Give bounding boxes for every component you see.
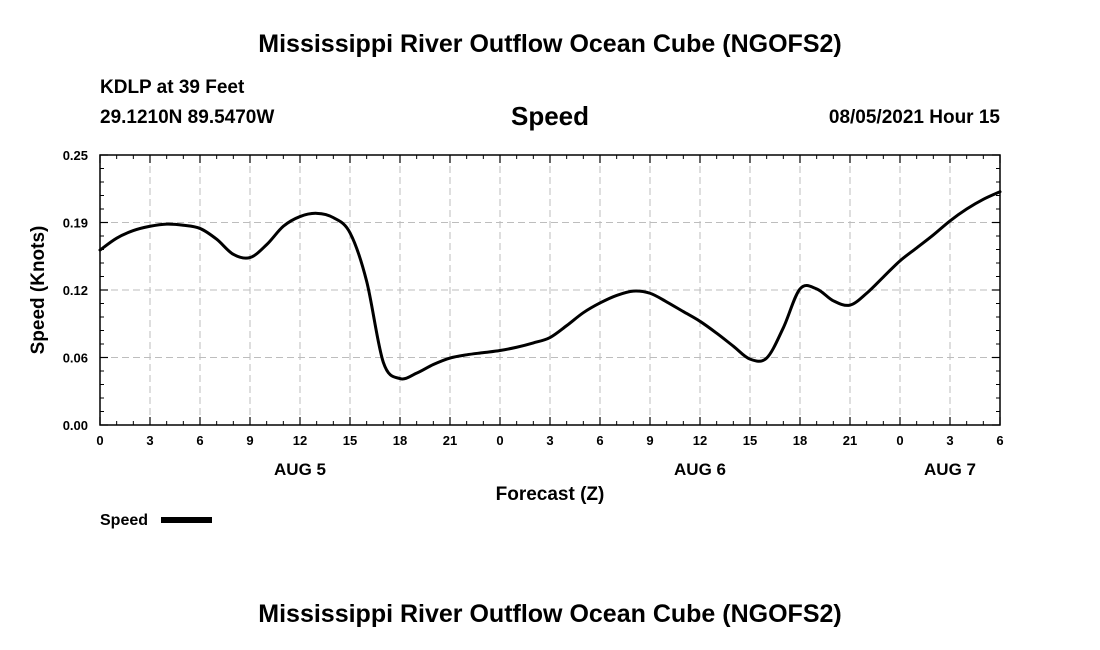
y-tick-label: 0.25 bbox=[63, 148, 88, 163]
legend: Speed bbox=[100, 512, 212, 529]
x-tick-label: 3 bbox=[146, 433, 153, 448]
coordinates-label: 29.1210N 89.5470W bbox=[100, 107, 275, 128]
x-tick-label: 21 bbox=[843, 433, 857, 448]
x-tick-label: 0 bbox=[96, 433, 103, 448]
x-tick-label: 9 bbox=[646, 433, 653, 448]
x-tick-label: 6 bbox=[596, 433, 603, 448]
x-tick-label: 3 bbox=[946, 433, 953, 448]
date-label: AUG 6 bbox=[674, 460, 726, 479]
y-tick-label: 0.19 bbox=[63, 216, 88, 231]
timestamp-label: 08/05/2021 Hour 15 bbox=[828, 107, 1000, 128]
x-tick-label: 15 bbox=[743, 433, 757, 448]
x-tick-label: 3 bbox=[546, 433, 553, 448]
x-tick-label: 0 bbox=[896, 433, 903, 448]
legend-swatch bbox=[161, 517, 212, 523]
legend-label: Speed bbox=[100, 512, 148, 529]
tick-labels: 0 3 6 9 12 15 18 21 0 3 6 9 12 15 18 21 0 3 6 0.00 0.06 0.12 0… bbox=[63, 148, 1004, 479]
date-label: AUG 7 bbox=[924, 460, 976, 479]
y-tick-label: 0.12 bbox=[63, 283, 88, 298]
x-tick-label: 6 bbox=[196, 433, 203, 448]
series-line-speed bbox=[98, 190, 1002, 381]
x-tick-label: 18 bbox=[393, 433, 407, 448]
y-tick-label: 0.06 bbox=[63, 351, 88, 366]
x-tick-label: 12 bbox=[293, 433, 307, 448]
major-ticks bbox=[99, 154, 1001, 426]
grid-lines bbox=[100, 155, 1000, 425]
parameter-title: Speed bbox=[510, 101, 590, 131]
x-tick-label: 6 bbox=[996, 433, 1003, 448]
footer-title: Mississippi River Outflow Ocean Cube (NG… bbox=[258, 600, 842, 628]
x-axis-label: Forecast (Z) bbox=[496, 484, 605, 505]
x-tick-label: 15 bbox=[343, 433, 357, 448]
x-tick-label: 9 bbox=[246, 433, 253, 448]
x-tick-label: 21 bbox=[443, 433, 457, 448]
x-tick-label: 18 bbox=[793, 433, 807, 448]
y-tick-label: 0.00 bbox=[63, 418, 88, 433]
series-layer bbox=[98, 190, 1002, 381]
x-tick-label: 0 bbox=[496, 433, 503, 448]
date-label: AUG 5 bbox=[274, 460, 326, 479]
chart-title: Mississippi River Outflow Ocean Cube (NG… bbox=[258, 30, 842, 58]
x-tick-label: 12 bbox=[693, 433, 707, 448]
y-axis-label: Speed (Knots) bbox=[28, 226, 49, 355]
station-label: KDLP at 39 Feet bbox=[100, 77, 245, 98]
